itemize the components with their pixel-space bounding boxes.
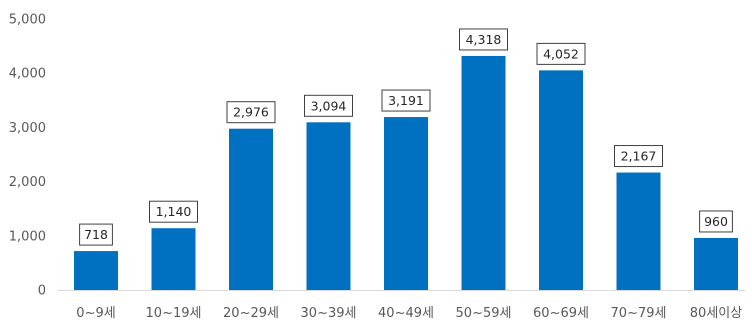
y-tick-label: 4,000 [9, 67, 46, 82]
x-tick-label: 30~39세 [301, 306, 357, 321]
x-tick-label: 80세이상 [690, 306, 742, 321]
data-label-text: 4,052 [543, 46, 579, 61]
bar [151, 228, 196, 290]
bar [74, 251, 118, 290]
y-axis: 0 1,000 2,000 3,000 4,000 5,000 [9, 13, 46, 299]
bar [229, 128, 273, 290]
y-tick-label: 3,000 [9, 121, 46, 136]
y-tick-label: 0 [38, 284, 46, 299]
x-tick-label: 20~29세 [223, 306, 279, 321]
data-labels: 718 1,140 2,976 3,094 3,191 4,318 4,052 2,167 96… [79, 28, 733, 246]
bars [74, 55, 738, 291]
data-label: 4,318 [459, 28, 508, 51]
x-tick-label: 50~59세 [456, 306, 512, 321]
data-label: 1,140 [149, 200, 198, 223]
data-label-box [536, 42, 586, 65]
data-label: 960 [699, 210, 733, 233]
data-label-box [304, 94, 353, 117]
data-label-text: 3,094 [311, 98, 347, 113]
bar [306, 122, 351, 290]
y-tick-label: 2,000 [9, 175, 46, 190]
bar [384, 117, 428, 291]
data-label-text: 718 [84, 227, 108, 242]
data-label-box [149, 200, 198, 223]
data-label-box [699, 210, 733, 233]
data-label-text: 960 [704, 214, 728, 229]
y-tick-label: 1,000 [9, 229, 46, 244]
data-label: 718 [79, 223, 113, 246]
bar [539, 70, 583, 291]
bar [461, 55, 506, 290]
x-tick-label: 70~79세 [611, 306, 667, 321]
y-tick-label: 5,000 [9, 13, 46, 28]
data-label-box [459, 28, 508, 51]
bar [694, 237, 738, 290]
x-axis: 0~9세 10~19세 20~29세 30~39세 40~49세 50~59세 60~69세… [76, 306, 742, 321]
data-label: 3,094 [304, 94, 353, 117]
data-label: 3,191 [381, 89, 431, 112]
data-label-box [79, 223, 113, 246]
data-label-text: 2,976 [233, 105, 269, 120]
data-label-box [226, 101, 276, 124]
data-label: 4,052 [536, 42, 586, 65]
data-label-text: 1,140 [156, 204, 192, 219]
data-label: 2,976 [226, 101, 276, 124]
x-tick-label: 10~19세 [146, 306, 202, 321]
data-label: 2,167 [614, 145, 663, 168]
data-label-text: 2,167 [621, 149, 657, 164]
data-label-text: 3,191 [388, 93, 424, 108]
data-label-box [614, 145, 663, 168]
bar [616, 172, 661, 290]
x-tick-label: 0~9세 [76, 306, 115, 321]
x-tick-label: 40~49세 [378, 306, 434, 321]
data-label-text: 4,318 [466, 32, 502, 47]
x-tick-label: 60~69세 [533, 306, 589, 321]
data-label-box [381, 89, 431, 112]
